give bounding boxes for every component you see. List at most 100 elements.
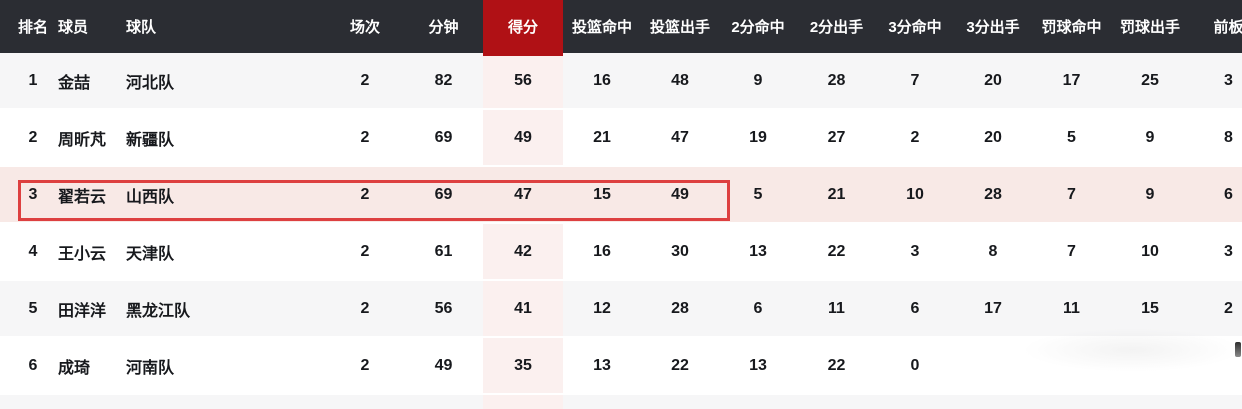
stat-cell: 47 [483,167,563,224]
column-header-14[interactable]: 罚球出手 [1111,0,1189,53]
stat-cell [1111,338,1189,395]
player-cell: 周昕芃 [56,110,124,167]
stat-cell [641,395,719,409]
team-cell: 河北队 [124,53,326,110]
stat-cell [1189,395,1242,409]
stat-cell: 13 [719,338,797,395]
stat-cell: 49 [483,110,563,167]
column-header-7[interactable]: 投篮命中 [563,0,641,53]
stat-cell: 3 [1189,224,1242,281]
stat-cell: 10 [1111,224,1189,281]
stat-cell: 2 [326,224,404,281]
stat-cell: 49 [641,167,719,224]
player-cell: 金喆 [56,53,124,110]
stat-cell: 69 [404,110,483,167]
stat-cell: 47 [641,110,719,167]
stat-cell: 2 [326,110,404,167]
table-row-partial [0,395,1242,409]
stat-cell: 11 [1032,281,1111,338]
stat-cell: 48 [641,53,719,110]
column-header-3[interactable]: 球队 [124,0,326,53]
player-cell: 王小云 [56,224,124,281]
stat-cell: 6 [719,281,797,338]
stat-cell [1032,338,1111,395]
stat-cell: 2 [876,110,954,167]
stat-cell: 2 [326,338,404,395]
table-row[interactable]: 2 周昕芃 新疆队 2 69 49 21 47 19 27 2 20 5 9 8 [0,110,1242,167]
column-header-6[interactable]: 得分 [483,0,563,56]
column-header-10[interactable]: 2分出手 [797,0,876,53]
table-header-row: 排名 球员 球队 场次 分钟 得分 投篮命中 投篮出手 2分命中 2分出手 3分命中 3分出手 罚球命中… [0,0,1242,56]
rank-cell: 6 [0,338,56,395]
table-row[interactable]: 6 成琦 河南队 2 49 35 13 22 13 22 0 [0,338,1242,395]
stat-cell: 21 [563,110,641,167]
stat-cell: 9 [1111,167,1189,224]
column-header-11[interactable]: 3分命中 [876,0,954,53]
stat-cell [876,395,954,409]
stat-cell: 22 [797,224,876,281]
stat-cell [124,395,326,409]
stat-cell: 22 [797,338,876,395]
column-header-5[interactable]: 分钟 [404,0,483,53]
team-cell: 山西队 [124,167,326,224]
stat-cell: 82 [404,53,483,110]
column-header-9[interactable]: 2分命中 [719,0,797,53]
stat-cell [797,395,876,409]
stat-cell: 19 [719,110,797,167]
stat-cell: 69 [404,167,483,224]
stat-cell: 12 [563,281,641,338]
stat-cell: 42 [483,224,563,281]
stat-cell: 2 [326,167,404,224]
team-cell: 河南队 [124,338,326,395]
player-cell: 成琦 [56,338,124,395]
stat-cell: 8 [1189,110,1242,167]
column-header-1[interactable]: 排名 [0,0,56,53]
stat-cell: 41 [483,281,563,338]
team-cell: 黑龙江队 [124,281,326,338]
stat-cell: 16 [563,224,641,281]
stat-cell [954,338,1032,395]
table-row[interactable]: 4 王小云 天津队 2 61 42 16 30 13 22 3 8 7 10 3 [0,224,1242,281]
stat-cell: 17 [1032,53,1111,110]
rank-cell: 3 [0,167,56,224]
stat-cell: 21 [797,167,876,224]
table-row[interactable]: 5 田洋洋 黑龙江队 2 56 41 12 28 6 11 6 17 11 15 2 [0,281,1242,338]
stat-cell: 16 [563,53,641,110]
stat-cell: 2 [326,53,404,110]
table-header: 排名 球员 球队 场次 分钟 得分 投篮命中 投篮出手 2分命中 2分出手 3分命中 3分出手 罚球命中… [0,0,1242,56]
stat-cell: 27 [797,110,876,167]
column-header-4[interactable]: 场次 [326,0,404,53]
column-header-8[interactable]: 投篮出手 [641,0,719,53]
stat-cell: 17 [954,281,1032,338]
stat-cell: 49 [404,338,483,395]
stat-cell: 13 [719,224,797,281]
column-header-2[interactable]: 球员 [56,0,124,53]
stat-cell [1032,395,1111,409]
stat-cell: 7 [876,53,954,110]
player-cell: 田洋洋 [56,281,124,338]
column-header-13[interactable]: 罚球命中 [1032,0,1111,53]
stat-cell [1111,395,1189,409]
stat-cell: 15 [1111,281,1189,338]
table-row[interactable]: 1 金喆 河北队 2 82 56 16 48 9 28 7 20 17 25 3 [0,53,1242,110]
rank-cell: 2 [0,110,56,167]
column-header-15[interactable]: 前板 [1189,0,1242,53]
stat-cell: 6 [876,281,954,338]
stat-cell [563,395,641,409]
column-header-12[interactable]: 3分出手 [954,0,1032,53]
stat-cell: 5 [719,167,797,224]
table-body: 1 金喆 河北队 2 82 56 16 48 9 28 7 20 17 25 3 2 周昕芃 新疆队 2 69 49 21… [0,53,1242,409]
stat-cell: 8 [954,224,1032,281]
stat-cell: 25 [1111,53,1189,110]
stat-cell [719,395,797,409]
stat-cell: 22 [641,338,719,395]
stat-cell: 20 [954,110,1032,167]
stat-cell [404,395,483,409]
stat-cell: 7 [1032,224,1111,281]
stat-cell [954,395,1032,409]
stat-cell: 28 [641,281,719,338]
stat-cell [56,395,124,409]
table-row-highlighted[interactable]: 3 翟若云 山西队 2 69 47 15 49 5 21 10 28 7 9 6 [0,167,1242,224]
